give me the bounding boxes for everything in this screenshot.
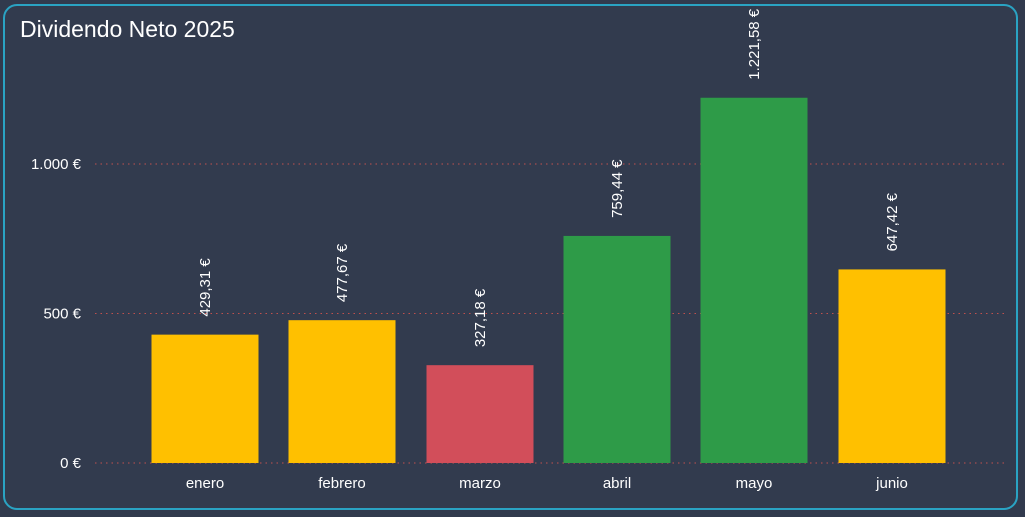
chart-title: Dividendo Neto 2025	[20, 16, 235, 42]
value-label-marzo: 327,18 €	[472, 288, 489, 347]
value-label-junio: 647,42 €	[884, 192, 901, 251]
value-label-febrero: 477,67 €	[334, 243, 351, 302]
bar-marzo	[426, 365, 534, 463]
x-tick-label-enero: enero	[186, 475, 224, 492]
y-tick-label: 1.000 €	[31, 156, 82, 173]
value-labels: 429,31 € 477,67 € 327,18 € 759,44 € 1.221,58…	[197, 8, 901, 347]
value-label-enero: 429,31 €	[197, 258, 214, 317]
value-label-abril: 759,44 €	[609, 159, 626, 218]
x-axis-tick-labels: enero febrero marzo abril mayo junio	[186, 475, 908, 492]
y-tick-label: 500 €	[43, 306, 81, 323]
x-tick-label-abril: abril	[603, 475, 631, 492]
bar-febrero	[288, 320, 396, 463]
y-tick-label: 0 €	[60, 455, 82, 472]
x-tick-label-junio: junio	[875, 475, 908, 492]
bar-junio	[838, 269, 946, 463]
bars	[151, 97, 946, 463]
bar-abril	[563, 235, 671, 463]
value-label-mayo: 1.221,58 €	[746, 8, 763, 80]
bar-enero	[151, 334, 259, 463]
bar-mayo	[700, 97, 808, 463]
x-tick-label-febrero: febrero	[318, 475, 366, 492]
x-tick-label-mayo: mayo	[736, 475, 773, 492]
y-axis-tick-labels: 0 € 500 € 1.000 €	[31, 156, 82, 472]
x-tick-label-marzo: marzo	[459, 475, 501, 492]
